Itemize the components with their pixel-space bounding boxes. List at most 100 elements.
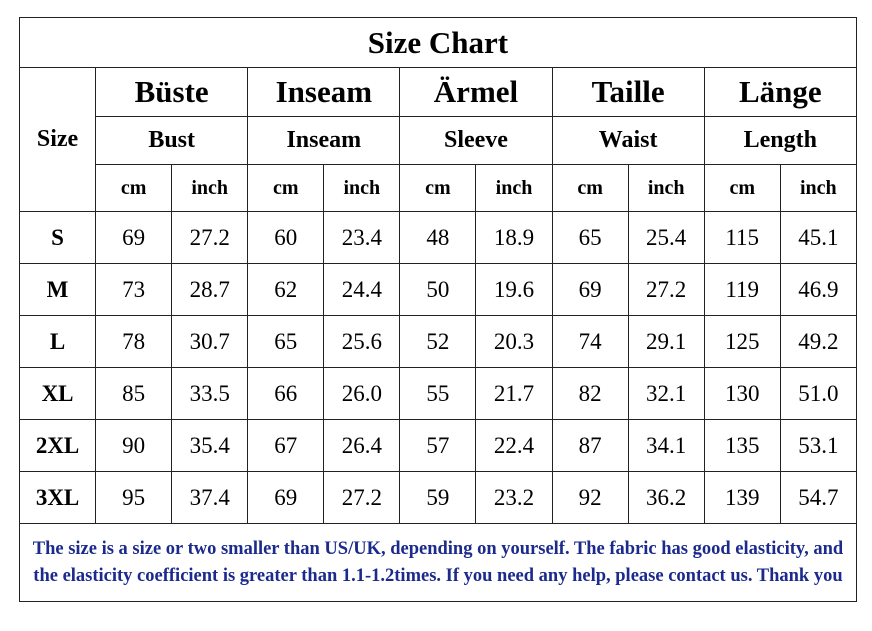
size-table: Size Chart Size Büste Inseam Ärmel Taille Län… (18, 17, 857, 602)
size-label: S (18, 211, 97, 264)
measurement: 69 (247, 471, 325, 524)
measurement: 45.1 (779, 211, 857, 264)
measurement: 60 (247, 211, 325, 264)
english-header: Inseam (247, 116, 401, 165)
measurement: 27.2 (171, 211, 249, 264)
measurement: 27.2 (627, 263, 705, 316)
unit-header: cm (703, 164, 781, 212)
size-label: M (18, 263, 97, 316)
unit-header: cm (95, 164, 173, 212)
german-header-row: Size Büste Inseam Ärmel Taille Länge (18, 67, 857, 212)
english-header: Bust (95, 116, 249, 165)
measurement: 36.2 (627, 471, 705, 524)
measurement: 57 (399, 419, 477, 472)
measurement: 46.9 (779, 263, 857, 316)
measurement: 69 (95, 211, 173, 264)
german-header: Taille (551, 67, 705, 117)
english-header: Waist (551, 116, 705, 165)
measurement: 25.6 (323, 315, 401, 368)
measurement: 52 (399, 315, 477, 368)
measurement: 53.1 (779, 419, 857, 472)
size-row: 2XL 90 35.4 67 26.4 57 22.4 87 34.1 135 53.1 (18, 419, 857, 472)
measurement: 95 (95, 471, 173, 524)
measurement: 115 (703, 211, 781, 264)
unit-row: cm inch cm inch cm inch cm inch cm inch (20, 164, 857, 212)
german-header: Inseam (247, 67, 401, 117)
measurement: 92 (551, 471, 629, 524)
measurement: 19.6 (475, 263, 553, 316)
table-body: Size Chart Size Büste Inseam Ärmel Taille Län… (18, 17, 857, 602)
measurement: 23.2 (475, 471, 553, 524)
measurement: 130 (703, 367, 781, 420)
measurement: 65 (247, 315, 325, 368)
unit-header: inch (475, 164, 553, 212)
title-row: Size Chart (19, 17, 857, 68)
size-row: XL 85 33.5 66 26.0 55 21.7 82 32.1 130 51.0 (18, 367, 857, 420)
measurement: 82 (551, 367, 629, 420)
measurement: 29.1 (627, 315, 705, 368)
english-header: Sleeve (399, 116, 553, 165)
measurement: 35.4 (171, 419, 249, 472)
measurement: 25.4 (627, 211, 705, 264)
measurement: 73 (95, 263, 173, 316)
size-label: XL (18, 367, 97, 420)
measurement: 24.4 (323, 263, 401, 316)
size-label: 2XL (18, 419, 97, 472)
measurement: 90 (95, 419, 173, 472)
measurement: 26.4 (323, 419, 401, 472)
measurement: 28.7 (171, 263, 249, 316)
measurement: 125 (703, 315, 781, 368)
measurement: 59 (399, 471, 477, 524)
measurement: 27.2 (323, 471, 401, 524)
measurement: 87 (551, 419, 629, 472)
unit-header: inch (627, 164, 705, 212)
measurement: 51.0 (779, 367, 857, 420)
note: The size is a size or two smaller than U… (19, 523, 857, 602)
measurement: 21.7 (475, 367, 553, 420)
measurement: 66 (247, 367, 325, 420)
note-row: The size is a size or two smaller than U… (19, 523, 857, 602)
size-row: S 69 27.2 60 23.4 48 18.9 65 25.4 115 45.1 (18, 211, 857, 264)
unit-header: inch (171, 164, 249, 212)
measurement: 119 (703, 263, 781, 316)
measurement: 78 (95, 315, 173, 368)
measurement: 32.1 (627, 367, 705, 420)
measurement: 23.4 (323, 211, 401, 264)
german-header: Länge (703, 67, 857, 117)
english-header: Length (703, 116, 857, 165)
unit-header: inch (323, 164, 401, 212)
size-row: M 73 28.7 62 24.4 50 19.6 69 27.2 119 46.9 (18, 263, 857, 316)
measurement: 65 (551, 211, 629, 264)
measurement: 67 (247, 419, 325, 472)
size-label: L (18, 315, 97, 368)
measurement: 139 (703, 471, 781, 524)
measurement: 18.9 (475, 211, 553, 264)
unit-header: cm (399, 164, 477, 212)
measurement: 34.1 (627, 419, 705, 472)
measurement: 26.0 (323, 367, 401, 420)
measurement: 54.7 (779, 471, 857, 524)
measurement: 69 (551, 263, 629, 316)
measurement: 37.4 (171, 471, 249, 524)
measurement: 20.3 (475, 315, 553, 368)
unit-header: cm (551, 164, 629, 212)
measurement: 74 (551, 315, 629, 368)
english-header-row: Bust Inseam Sleeve Waist Length (20, 116, 857, 165)
size-label: 3XL (18, 471, 97, 524)
measurement: 30.7 (171, 315, 249, 368)
size-row: L 78 30.7 65 25.6 52 20.3 74 29.1 125 49.2 (18, 315, 857, 368)
german-header: Büste (95, 67, 249, 117)
measurement: 62 (247, 263, 325, 316)
unit-header: cm (247, 164, 325, 212)
measurement: 48 (399, 211, 477, 264)
measurement: 33.5 (171, 367, 249, 420)
size-row: 3XL 95 37.4 69 27.2 59 23.2 92 36.2 139 54.7 (18, 471, 857, 524)
german-header: Ärmel (399, 67, 553, 117)
measurement: 55 (399, 367, 477, 420)
measurement: 85 (95, 367, 173, 420)
measurement: 22.4 (475, 419, 553, 472)
measurement: 50 (399, 263, 477, 316)
size-header: Size (18, 67, 97, 212)
measurement: 49.2 (779, 315, 857, 368)
